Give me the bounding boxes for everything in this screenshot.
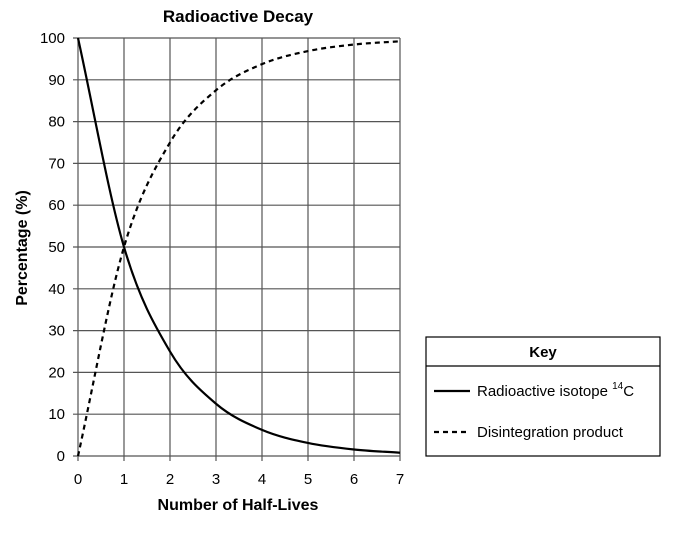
x-tick-label: 1 [120, 471, 128, 488]
legend-title: Key [529, 344, 557, 361]
isotope-curve [76, 37, 401, 454]
legend-isotope-superscript: 14 [612, 381, 624, 392]
y-tick-label: 0 [57, 448, 65, 465]
legend-isotope-suffix: C [623, 383, 634, 400]
x-tick-label: 4 [258, 471, 266, 488]
y-tick-label: 20 [48, 364, 65, 381]
chart-title: Radioactive Decay [163, 7, 314, 26]
y-tick-label: 70 [48, 155, 65, 172]
legend-label-isotope: Radioactive isotope 14C [477, 381, 634, 400]
legend-isotope-prefix: Radioactive isotope [477, 383, 612, 400]
legend-label-disintegration-product: Disintegration product [477, 424, 624, 441]
disintegration-product-curve [76, 40, 401, 457]
x-tick-labels: 0 1 2 3 4 5 6 7 [74, 471, 404, 488]
y-axis-label: Percentage (%) [14, 190, 31, 306]
grid [73, 37, 401, 461]
legend-box [425, 336, 661, 457]
y-tick-label: 40 [48, 281, 65, 298]
x-tick-label: 5 [304, 471, 312, 488]
x-tick-label: 3 [212, 471, 220, 488]
x-tick-label: 0 [74, 471, 82, 488]
x-tick-label: 6 [350, 471, 358, 488]
y-tick-label: 30 [48, 323, 65, 340]
y-tick-label: 90 [48, 72, 65, 89]
y-tick-label: 100 [40, 30, 65, 47]
y-tick-label: 50 [48, 239, 65, 256]
x-axis-label: Number of Half-Lives [158, 497, 319, 514]
y-tick-labels: 0 10 20 30 40 50 60 70 80 90 100 [40, 30, 65, 465]
x-tick-label: 2 [166, 471, 174, 488]
y-tick-label: 60 [48, 197, 65, 214]
legend: Key Radioactive isotope 14C Disintegrati… [425, 336, 661, 457]
y-tick-label: 10 [48, 406, 65, 423]
x-tick-label: 7 [396, 471, 404, 488]
y-tick-label: 80 [48, 114, 65, 131]
